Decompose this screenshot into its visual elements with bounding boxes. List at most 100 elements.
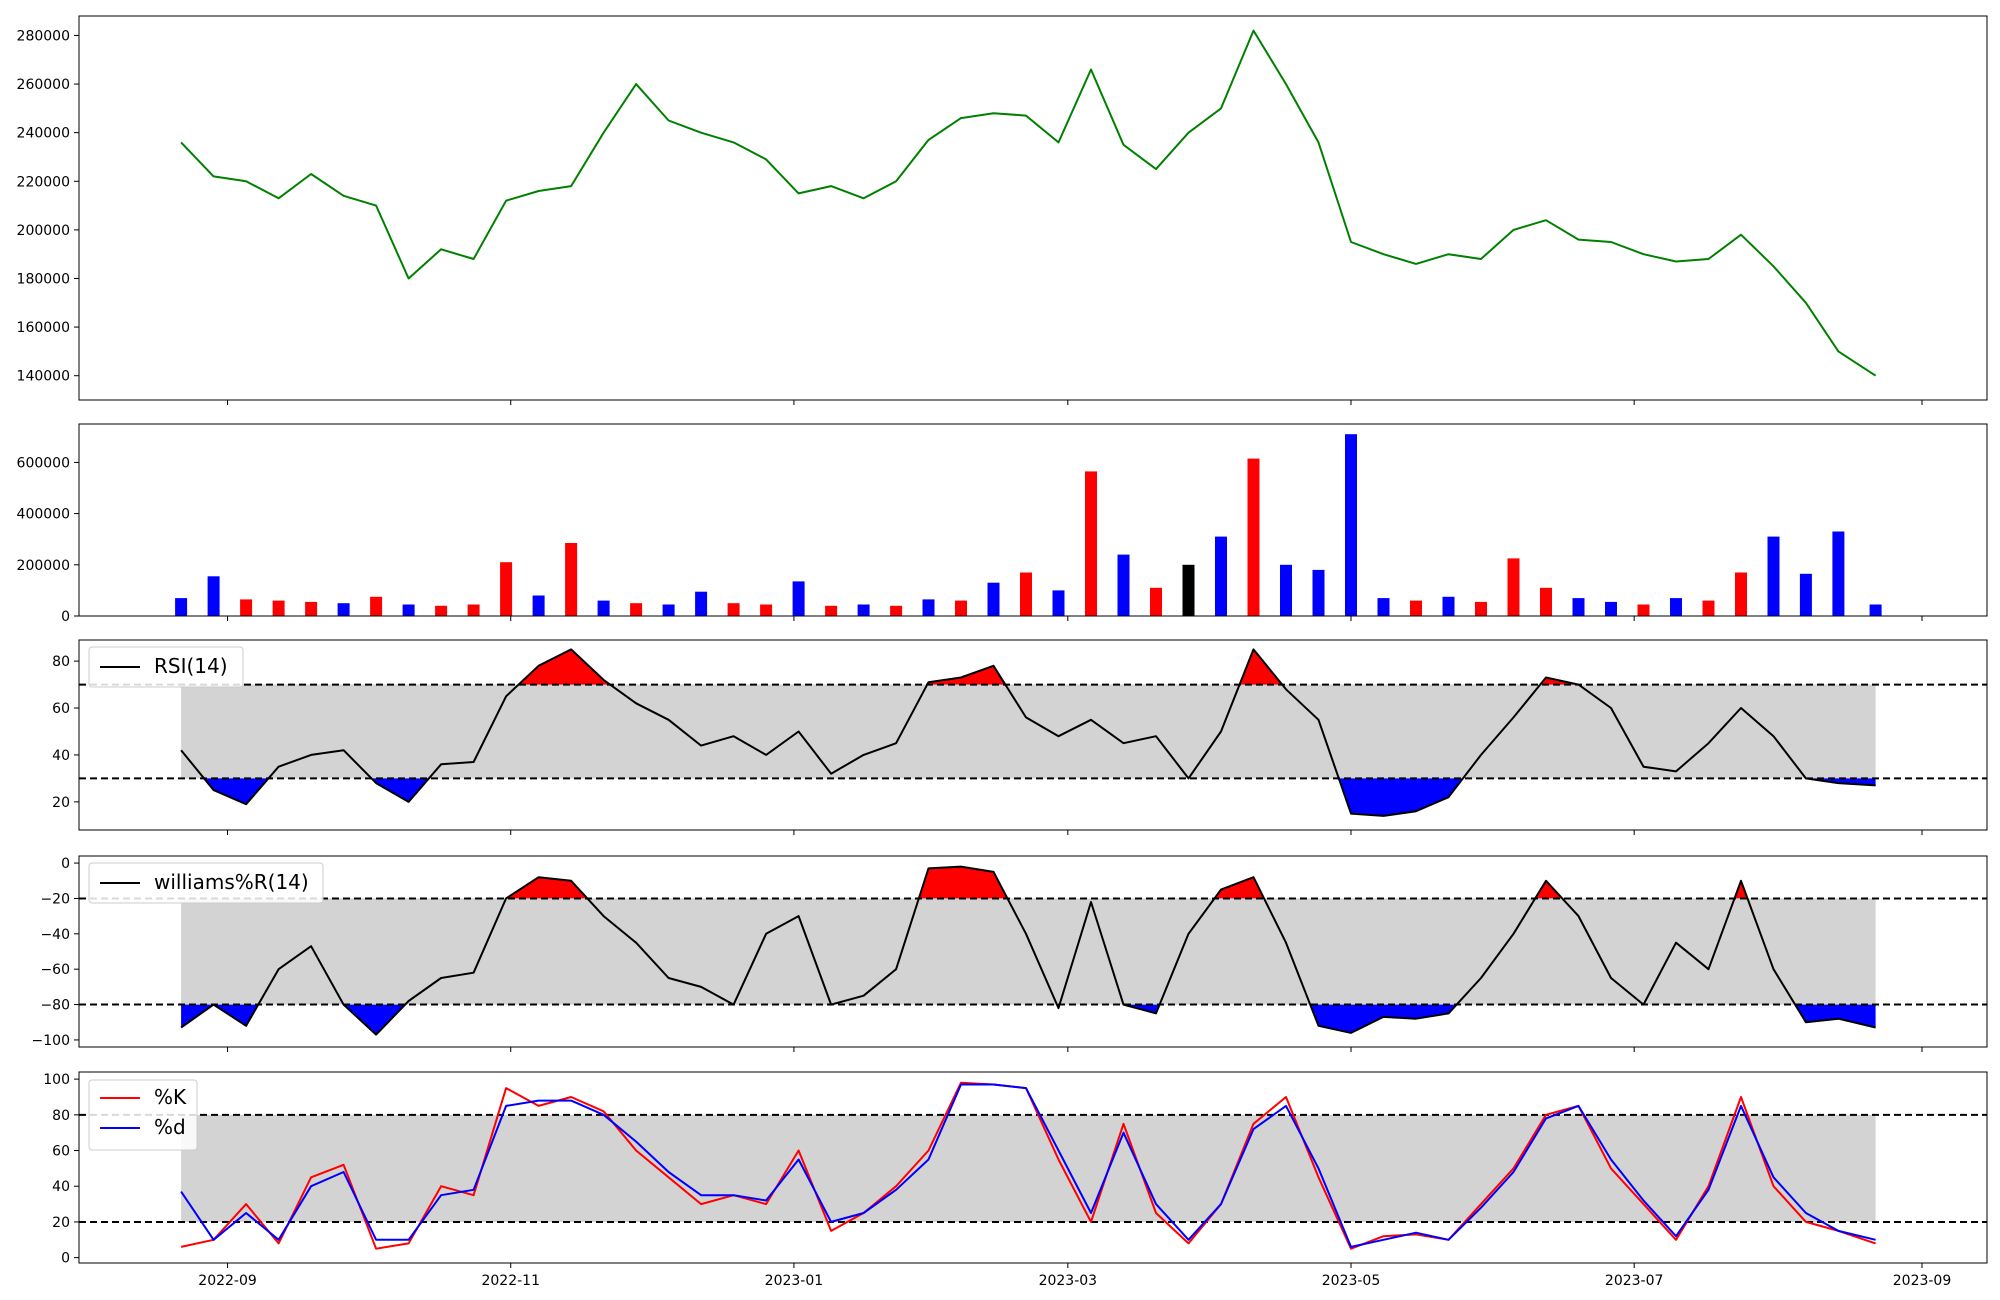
stochastic-legend: %K %d <box>88 1079 198 1151</box>
volume-bar <box>370 596 383 616</box>
volume-bar <box>1702 600 1715 616</box>
rsi-y-tick-label: 60 <box>52 701 70 717</box>
williams-overbought-fill <box>918 866 1008 899</box>
stochastic-y-tick-label: 40 <box>52 1179 70 1195</box>
rsi-oversold-fill <box>204 778 269 805</box>
volume-bar <box>272 600 285 616</box>
rsi-legend-label: RSI(14) <box>154 654 228 678</box>
volume-bar <box>1020 572 1032 616</box>
volume-y-tick-label: 400000 <box>17 507 70 523</box>
volume-bar <box>1670 598 1682 616</box>
price-y-tick-label: 180000 <box>17 271 70 287</box>
volume-bar <box>240 599 253 616</box>
volume-bar <box>1117 554 1130 616</box>
rsi-legend: RSI(14) <box>88 646 244 688</box>
price-y-tick-label: 200000 <box>17 223 70 239</box>
stochastic-y-tick-label: 100 <box>43 1072 70 1088</box>
williams-band <box>181 898 1876 1005</box>
volume-bar <box>1052 590 1065 616</box>
stochastic-frame <box>78 1071 1988 1264</box>
volume-bar <box>987 582 1000 616</box>
x-tick-label: 2023-03 <box>1039 1273 1098 1289</box>
price-panel: 140000 160000 180000 200000 220000 240000 2600… <box>17 15 1988 405</box>
price-y-tick-label: 140000 <box>17 369 70 385</box>
volume-bar <box>1735 572 1747 616</box>
volume-bar <box>1182 564 1195 616</box>
volume-bar <box>337 603 350 616</box>
x-tick-label: 2023-01 <box>765 1273 824 1289</box>
volume-bar <box>305 601 318 616</box>
volume-bar <box>1507 558 1520 616</box>
volume-bar <box>1767 536 1780 616</box>
volume-bar <box>467 604 480 616</box>
volume-bar <box>890 605 903 616</box>
price-line <box>180 29 1877 377</box>
volume-bar <box>1605 601 1617 616</box>
rsi-legend-box <box>88 646 244 688</box>
stochastic-y-tick-label: 20 <box>52 1215 70 1231</box>
volume-bar <box>630 603 643 616</box>
volume-bar <box>1215 536 1227 616</box>
k-legend-label: %K <box>154 1085 187 1109</box>
volume-bar <box>532 595 545 616</box>
volume-bar <box>1280 564 1292 616</box>
x-tick-label: 2022-09 <box>198 1273 257 1289</box>
volume-bar <box>662 604 675 616</box>
volume-bar <box>792 581 805 616</box>
volume-bar <box>1572 598 1585 616</box>
williams-legend-label: williams%R(14) <box>154 870 309 894</box>
volume-bar <box>1150 587 1162 616</box>
williams-frame <box>78 855 1988 1048</box>
volume-y-tick-label: 600000 <box>17 455 70 471</box>
williams-legend-box <box>88 862 324 904</box>
volume-bar <box>1085 471 1097 616</box>
volume-bar <box>1312 569 1325 616</box>
volume-bar <box>1345 434 1357 616</box>
volume-bar <box>435 605 448 616</box>
volume-bar <box>1442 596 1455 616</box>
volume-bar <box>1410 600 1422 616</box>
volume-bar <box>760 604 773 616</box>
williams-oversold-fill <box>343 1004 406 1035</box>
stochastic-y-tick-label: 0 <box>61 1251 70 1267</box>
williams-oversold-fill <box>213 1004 259 1026</box>
williams-legend: williams%R(14) <box>88 862 324 904</box>
rsi-band <box>181 684 1876 779</box>
volume-y-tick-label: 0 <box>61 609 70 625</box>
x-tick-label: 2023-05 <box>1322 1273 1381 1289</box>
volume-bar <box>857 604 870 616</box>
volume-bar <box>1475 601 1487 616</box>
volume-bar <box>1832 531 1845 616</box>
d-legend-label: %d <box>154 1115 186 1139</box>
volume-bar <box>597 600 610 616</box>
stochastic-series-1-line <box>180 1083 1876 1248</box>
stochastic-panel: 0 20 40 60 80 100 2022-09 2022-11 2023-01 2023-03… <box>43 1071 1988 1289</box>
williams-overbought-fill <box>1734 880 1748 899</box>
williams-y-tick-label: 0 <box>61 856 70 872</box>
rsi-line <box>180 648 1876 817</box>
volume-bar <box>727 603 740 616</box>
rsi-overbought-fill <box>518 649 611 685</box>
volume-bar <box>565 543 578 616</box>
rsi-y-tick-label: 80 <box>52 654 70 670</box>
volume-bar <box>402 604 415 616</box>
rsi-panel: 20 40 60 80 <box>52 639 1988 835</box>
volume-bar <box>207 576 220 616</box>
x-tick-label: 2023-07 <box>1605 1273 1664 1289</box>
volume-bar <box>955 600 967 616</box>
volume-bar <box>175 598 188 616</box>
rsi-y-tick-label: 20 <box>52 795 70 811</box>
price-frame <box>78 15 1988 401</box>
williams-y-tick-label: −60 <box>40 962 70 978</box>
volume-bar <box>695 591 708 616</box>
volume-y-tick-label: 200000 <box>17 558 70 574</box>
williams-panel: −100 −80 −60 −40 −20 0 <box>32 855 1988 1052</box>
volume-bar <box>1869 604 1882 616</box>
price-y-tick-label: 260000 <box>17 77 70 93</box>
volume-bar <box>1637 604 1650 616</box>
williams-oversold-fill <box>1310 1004 1457 1033</box>
stochastic-band <box>181 1114 1876 1222</box>
williams-line <box>180 865 1876 1036</box>
rsi-oversold-fill <box>1338 778 1463 816</box>
